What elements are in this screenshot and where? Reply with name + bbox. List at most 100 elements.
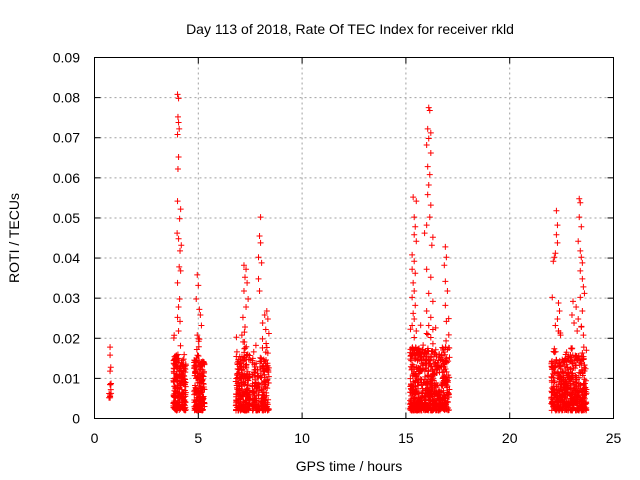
data-point: [174, 131, 181, 138]
data-point: [429, 298, 436, 305]
data-point: [440, 360, 447, 367]
data-point: [409, 266, 416, 273]
y-tick-label: 0: [72, 411, 80, 427]
data-point: [409, 251, 416, 258]
data-point: [569, 373, 576, 380]
data-point: [258, 259, 265, 266]
data-point: [192, 406, 199, 413]
data-point: [198, 371, 205, 378]
data-point: [439, 344, 446, 351]
data-point: [425, 402, 432, 409]
data-point: [233, 334, 240, 341]
data-point: [241, 373, 248, 380]
data-point: [551, 349, 558, 356]
data-point: [195, 282, 202, 289]
data-point: [243, 399, 250, 406]
y-tick-label: 0.02: [53, 330, 80, 346]
data-point: [442, 243, 449, 250]
data-point: [426, 171, 433, 178]
data-point: [177, 247, 184, 254]
data-point: [420, 379, 427, 386]
data-point: [238, 392, 245, 399]
data-point: [553, 231, 560, 238]
data-point: [177, 368, 184, 375]
data-point: [551, 254, 558, 261]
data-point: [237, 399, 244, 406]
data-point: [573, 362, 580, 369]
data-point: [265, 330, 272, 337]
data-point: [581, 380, 588, 387]
data-point: [242, 324, 249, 331]
data-point: [244, 279, 251, 286]
data-point: [191, 397, 198, 404]
data-point: [173, 406, 180, 413]
data-point: [411, 231, 418, 238]
data-point: [238, 332, 245, 339]
data-point: [439, 357, 446, 364]
data-point: [260, 368, 267, 375]
data-point: [193, 354, 200, 361]
data-point: [180, 356, 187, 363]
data-point: [240, 287, 247, 294]
y-tick-label: 0.04: [53, 250, 80, 266]
data-point: [569, 407, 576, 414]
data-point: [259, 335, 266, 342]
data-point: [429, 340, 436, 347]
data-point: [426, 214, 433, 221]
y-tick-label: 0.01: [53, 370, 80, 386]
data-point: [176, 372, 183, 379]
data-point: [257, 403, 264, 410]
data-point: [572, 353, 579, 360]
data-point: [255, 387, 262, 394]
data-point: [430, 356, 437, 363]
data-point: [427, 334, 434, 341]
data-point: [443, 318, 450, 325]
data-point: [423, 308, 430, 315]
data-point: [436, 354, 443, 361]
data-point: [582, 365, 589, 372]
data-point: [573, 376, 580, 383]
data-point: [243, 266, 250, 273]
data-point: [576, 402, 583, 409]
data-point: [238, 402, 245, 409]
data-point: [425, 360, 432, 367]
data-point: [242, 397, 249, 404]
data-point: [427, 274, 434, 281]
data-point: [414, 379, 421, 386]
data-point: [172, 385, 179, 392]
data-point: [256, 287, 263, 294]
data-point: [413, 400, 420, 407]
data-point: [410, 310, 417, 317]
data-point: [575, 238, 582, 245]
data-point: [192, 369, 199, 376]
data-point: [411, 316, 418, 323]
data-point: [176, 263, 183, 270]
data-point: [242, 345, 249, 352]
data-point: [570, 378, 577, 385]
data-point: [433, 370, 440, 377]
data-point: [568, 391, 575, 398]
data-point: [416, 367, 423, 374]
data-point: [177, 318, 184, 325]
data-point: [171, 394, 178, 401]
data-point: [583, 347, 590, 354]
data-point: [239, 357, 246, 364]
data-point: [410, 194, 417, 201]
data-point: [260, 394, 267, 401]
data-point: [555, 328, 562, 335]
data-point: [245, 356, 252, 363]
data-point: [263, 340, 270, 347]
data-point: [174, 198, 181, 205]
data-point: [442, 351, 449, 358]
x-tick-label: 5: [194, 430, 202, 446]
data-point: [442, 397, 449, 404]
data-point: [260, 362, 267, 369]
data-point: [409, 344, 416, 351]
data-point: [550, 258, 557, 265]
data-point: [577, 247, 584, 254]
data-point: [558, 381, 565, 388]
data-point: [197, 373, 204, 380]
data-point: [433, 353, 440, 360]
y-tick-label: 0.07: [53, 130, 80, 146]
x-tick-labels: 0 5 10 15 20 25: [91, 430, 622, 446]
